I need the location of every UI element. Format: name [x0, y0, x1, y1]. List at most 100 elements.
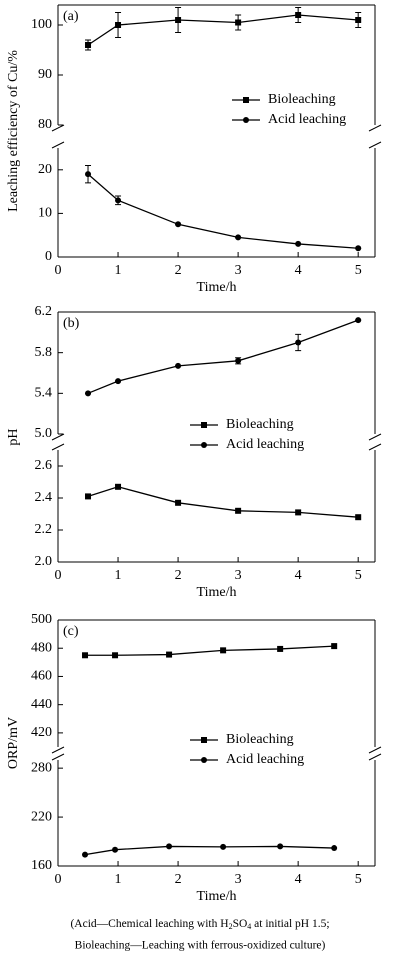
marker	[295, 509, 302, 516]
y-tick-label: 5.0	[35, 426, 53, 441]
axis-break	[51, 124, 65, 132]
marker	[85, 171, 92, 178]
marker	[220, 843, 227, 850]
y-tick-label: 500	[31, 612, 52, 627]
marker	[175, 499, 182, 506]
x-axis-label: Time/h	[197, 889, 237, 904]
marker	[235, 357, 242, 364]
axis-break	[368, 124, 382, 132]
y-tick-label: 2.0	[35, 554, 53, 569]
caption-text: SO	[233, 918, 248, 930]
caption-sub: 2	[229, 922, 233, 931]
axis-break	[368, 753, 382, 761]
y-tick-label: 20	[38, 162, 52, 177]
marker	[175, 221, 182, 228]
marker	[175, 362, 182, 369]
y-tick-label: 90	[38, 67, 52, 82]
y-tick-label: 100	[31, 17, 52, 32]
y-tick-label: 440	[31, 697, 52, 712]
x-tick-label: 0	[55, 263, 62, 278]
y-tick-label: 5.8	[35, 345, 53, 360]
x-tick-label: 3	[235, 872, 242, 887]
caption-line: (Acid—Chemical leaching with H2SO4 at in…	[70, 918, 329, 931]
y-axis-label: ORP/mV	[6, 717, 21, 769]
marker	[331, 845, 338, 852]
y-tick-label: 480	[31, 640, 52, 655]
marker	[235, 507, 242, 514]
x-tick-label: 2	[175, 872, 182, 887]
legend-label: Bioleaching	[226, 732, 294, 747]
marker	[331, 643, 338, 650]
y-tick-label: 460	[31, 669, 52, 684]
legend-label: Bioleaching	[226, 417, 294, 432]
marker	[295, 339, 302, 346]
marker	[235, 19, 242, 26]
legend-marker	[243, 117, 249, 123]
marker	[82, 851, 89, 858]
legend-label: Acid leaching	[226, 752, 304, 767]
x-tick-label: 4	[295, 872, 302, 887]
marker	[115, 22, 122, 28]
marker	[166, 843, 173, 850]
marker	[112, 652, 119, 659]
x-tick-label: 4	[295, 263, 302, 278]
marker	[295, 240, 302, 247]
marker	[355, 245, 362, 252]
x-tick-label: 0	[55, 568, 62, 583]
y-tick-label: 0	[45, 249, 52, 264]
y-tick-label: 280	[31, 760, 52, 775]
legend-label: Acid leaching	[268, 112, 346, 127]
caption-text: (Acid—Chemical leaching with H	[70, 918, 228, 930]
x-tick-label: 1	[115, 568, 122, 583]
legend-marker	[201, 757, 207, 763]
axis-break	[51, 753, 65, 761]
marker	[355, 17, 362, 23]
panel-label: (b)	[63, 316, 80, 331]
marker	[112, 846, 119, 853]
marker	[355, 317, 362, 324]
marker	[115, 483, 122, 490]
series-line	[87, 173, 359, 249]
y-tick-label: 420	[31, 725, 52, 740]
marker	[277, 843, 284, 850]
x-tick-label: 1	[115, 263, 122, 278]
axis-break	[51, 433, 65, 441]
marker	[82, 652, 89, 659]
y-tick-label: 80	[38, 117, 52, 132]
series-line	[87, 486, 359, 518]
x-tick-label: 2	[175, 568, 182, 583]
legend-marker	[201, 737, 207, 743]
marker	[175, 17, 182, 23]
marker	[295, 12, 302, 18]
y-tick-label: 5.4	[35, 386, 53, 401]
y-tick-label: 6.2	[35, 304, 53, 319]
x-tick-label: 0	[55, 872, 62, 887]
legend-label: Bioleaching	[268, 92, 336, 107]
axis-break	[368, 433, 382, 441]
y-tick-label: 220	[31, 809, 52, 824]
x-tick-label: 3	[235, 263, 242, 278]
axis-break	[51, 443, 65, 451]
marker	[85, 390, 92, 397]
y-tick-label: 2.2	[35, 522, 53, 537]
marker	[355, 514, 362, 521]
y-tick-label: 160	[31, 858, 52, 873]
axis-break	[51, 746, 65, 754]
caption-sub: 4	[247, 922, 251, 931]
series-line	[87, 14, 359, 46]
axis-break	[368, 746, 382, 754]
y-tick-label: 2.4	[35, 490, 53, 505]
legend-marker	[243, 97, 249, 103]
x-tick-label: 1	[115, 872, 122, 887]
y-axis-label: Leaching efficiency of Cu/%	[6, 50, 21, 212]
x-axis-label: Time/h	[197, 585, 237, 600]
legend-label: Acid leaching	[226, 437, 304, 452]
x-axis-label: Time/h	[197, 280, 237, 295]
series-line	[87, 319, 359, 394]
marker	[277, 645, 284, 652]
x-tick-label: 5	[355, 263, 362, 278]
x-tick-label: 2	[175, 263, 182, 278]
caption-line: Bioleaching—Leaching with ferrous-oxidiz…	[75, 940, 326, 952]
x-tick-label: 5	[355, 872, 362, 887]
marker	[235, 234, 242, 241]
